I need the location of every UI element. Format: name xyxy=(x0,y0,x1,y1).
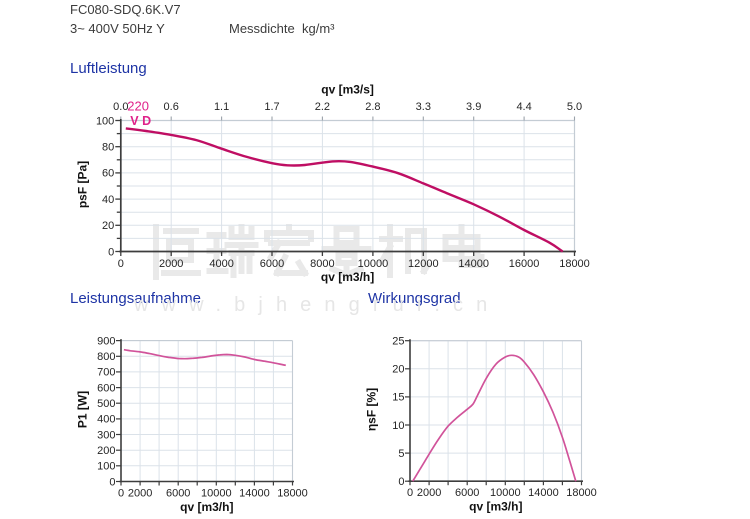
svg-text:10000: 10000 xyxy=(358,258,389,270)
svg-text:2000: 2000 xyxy=(128,488,152,500)
svg-text:18000: 18000 xyxy=(566,487,597,499)
svg-text:6000: 6000 xyxy=(455,487,479,499)
svg-text:1.1: 1.1 xyxy=(214,101,229,113)
svg-text:800: 800 xyxy=(97,351,115,363)
svg-text:0: 0 xyxy=(108,246,114,258)
svg-text:1.7: 1.7 xyxy=(264,101,279,113)
svg-text:60: 60 xyxy=(102,168,114,180)
svg-text:0.0: 0.0 xyxy=(113,101,128,113)
svg-text:14000: 14000 xyxy=(239,488,270,500)
svg-text:10000: 10000 xyxy=(201,488,232,500)
svg-text:25: 25 xyxy=(392,336,404,348)
svg-text:220: 220 xyxy=(127,99,149,114)
svg-text:100: 100 xyxy=(96,115,114,127)
svg-text:15: 15 xyxy=(392,392,404,404)
svg-text:20: 20 xyxy=(102,220,114,232)
svg-text:6000: 6000 xyxy=(260,258,284,270)
svg-text:0: 0 xyxy=(398,476,404,488)
svg-text:12000: 12000 xyxy=(408,258,439,270)
svg-text:500: 500 xyxy=(97,398,115,410)
svg-text:600: 600 xyxy=(97,382,115,394)
svg-text:8000: 8000 xyxy=(310,258,334,270)
svg-text:0.6: 0.6 xyxy=(164,101,179,113)
svg-text:400: 400 xyxy=(97,414,115,426)
svg-text:900: 900 xyxy=(97,335,115,347)
svg-text:20: 20 xyxy=(392,364,404,376)
svg-text:100: 100 xyxy=(97,461,115,473)
svg-text:4000: 4000 xyxy=(209,258,233,270)
svg-text:qv [m3/h]: qv [m3/h] xyxy=(321,270,374,284)
svg-text:18000: 18000 xyxy=(277,488,308,500)
svg-text:18000: 18000 xyxy=(559,258,590,270)
svg-text:0: 0 xyxy=(407,487,413,499)
svg-text:qv [m3/s]: qv [m3/s] xyxy=(321,83,374,97)
svg-text:10: 10 xyxy=(392,420,404,432)
svg-text:0: 0 xyxy=(118,258,124,270)
svg-text:2.8: 2.8 xyxy=(365,101,380,113)
svg-text:14000: 14000 xyxy=(528,487,559,499)
svg-text:3.9: 3.9 xyxy=(466,101,481,113)
svg-text:qv [m3/h]: qv [m3/h] xyxy=(180,500,233,514)
svg-text:psF [Pa]: psF [Pa] xyxy=(76,161,90,208)
svg-text:6000: 6000 xyxy=(166,488,190,500)
svg-text:300: 300 xyxy=(97,429,115,441)
svg-text:14000: 14000 xyxy=(458,258,489,270)
svg-text:5: 5 xyxy=(398,448,404,460)
svg-text:ηsF [%]: ηsF [%] xyxy=(365,388,379,431)
svg-text:40: 40 xyxy=(102,194,114,206)
svg-text:2.2: 2.2 xyxy=(315,101,330,113)
svg-text:0: 0 xyxy=(118,488,124,500)
svg-text:P1 [W]: P1 [W] xyxy=(76,391,90,428)
svg-text:3.3: 3.3 xyxy=(416,101,431,113)
svg-text:4.4: 4.4 xyxy=(516,101,531,113)
svg-text:5.0: 5.0 xyxy=(567,101,582,113)
svg-text:80: 80 xyxy=(102,142,114,154)
svg-text:2000: 2000 xyxy=(417,487,441,499)
svg-text:700: 700 xyxy=(97,367,115,379)
svg-text:qv [m3/h]: qv [m3/h] xyxy=(469,500,522,514)
svg-text:0: 0 xyxy=(109,476,115,488)
svg-text:V D: V D xyxy=(130,114,151,128)
svg-text:10000: 10000 xyxy=(490,487,521,499)
svg-text:200: 200 xyxy=(97,445,115,457)
svg-text:2000: 2000 xyxy=(159,258,183,270)
svg-text:16000: 16000 xyxy=(509,258,540,270)
